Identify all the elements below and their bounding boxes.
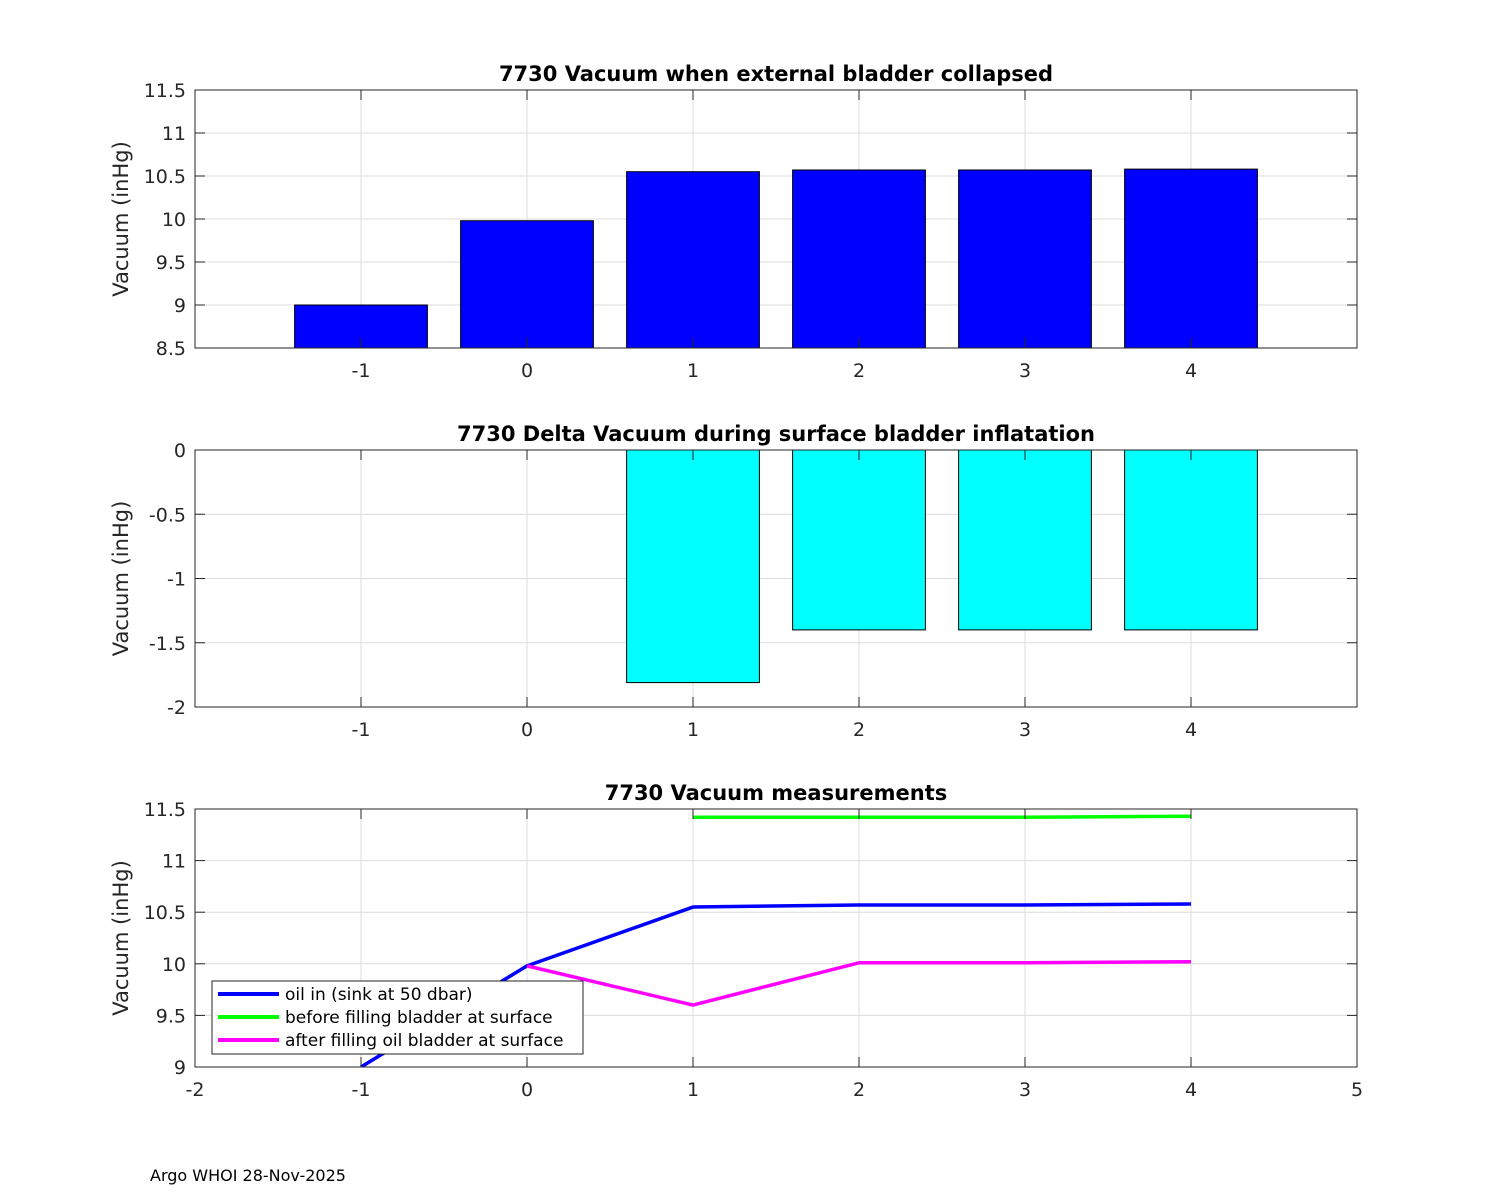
y-tick-label: 11.5 — [144, 799, 186, 821]
bar — [626, 449, 760, 684]
bar — [1124, 449, 1258, 631]
x-tick-label: 3 — [1019, 360, 1031, 382]
y-axis-label: Vacuum (inHg) — [109, 501, 133, 657]
bar — [792, 449, 926, 631]
chart-title: 7730 Vacuum when external bladder collap… — [499, 62, 1053, 86]
chart-1: -1 0 1 2 3 4 8.5 9 9.5 10 10.5 11 11.5 7730 Vacuum wh… — [109, 62, 1358, 382]
legend: oil in (sink at 50 dbar) before filling b… — [211, 980, 584, 1055]
y-tick-label: 10.5 — [144, 166, 186, 188]
chart-title: 7730 Delta Vacuum during surface bladder… — [457, 422, 1095, 446]
legend-label: after filling oil bladder at surface — [285, 1031, 563, 1051]
y-axis-label: Vacuum (inHg) — [109, 860, 133, 1016]
y-tick-label: 9.5 — [156, 1005, 186, 1027]
y-tick-label: 11 — [162, 123, 186, 145]
x-tick-label: -2 — [186, 1079, 205, 1101]
y-tick-label: 9 — [174, 295, 186, 317]
bar — [460, 220, 594, 349]
x-tick-label: 2 — [853, 719, 865, 741]
x-tick-label: 1 — [687, 360, 699, 382]
chart-title: 7730 Vacuum measurements — [605, 781, 948, 805]
x-tick-label: 0 — [521, 719, 533, 741]
y-tick-label: 9 — [174, 1057, 186, 1079]
y-tick-label: -1 — [167, 569, 186, 591]
x-tick-label: -1 — [352, 719, 371, 741]
x-tick-label: -1 — [352, 360, 371, 382]
x-tick-label: 0 — [521, 360, 533, 382]
chart-2: -1 0 1 2 3 4 -2 -1.5 -1 -0.5 0 7730 Delta Vacuum du… — [109, 422, 1358, 741]
axes-box — [194, 808, 1358, 1068]
x-tick-label: 4 — [1185, 360, 1197, 382]
y-tick-label: -1.5 — [149, 633, 186, 655]
legend-label: before filling bladder at surface — [285, 1008, 553, 1028]
y-axis-label: Vacuum (inHg) — [109, 141, 133, 297]
x-tick-label: 4 — [1185, 719, 1197, 741]
x-tick-label: 3 — [1019, 1079, 1031, 1101]
series-line-2 — [693, 814, 1192, 820]
y-tick-label: 10 — [162, 954, 186, 976]
y-tick-label: 10 — [162, 209, 186, 231]
y-tick-label: 11.5 — [144, 80, 186, 102]
x-tick-label: -1 — [352, 1079, 371, 1101]
x-tick-label: 3 — [1019, 719, 1031, 741]
x-tick-label: 1 — [687, 1079, 699, 1101]
y-tick-label: -0.5 — [149, 504, 186, 526]
bar — [1124, 168, 1258, 349]
bar — [626, 171, 760, 349]
x-tick-label: 2 — [853, 360, 865, 382]
chart-3: -2 -1 0 1 2 3 4 5 9 9.5 10 10.5 11 11.5 7730 Vacuum me… — [109, 781, 1363, 1101]
bar — [958, 449, 1092, 631]
y-tick-label: 10.5 — [144, 902, 186, 924]
x-tick-label: 1 — [687, 719, 699, 741]
x-tick-label: 5 — [1351, 1079, 1363, 1101]
x-tick-label: 0 — [521, 1079, 533, 1101]
x-tick-label: 4 — [1185, 1079, 1197, 1101]
series-line-3 — [526, 959, 1192, 1007]
y-tick-label: 8.5 — [156, 338, 186, 360]
footer-text: Argo WHOI 28-Nov-2025 — [150, 1166, 346, 1185]
y-tick-label: -2 — [167, 697, 186, 719]
legend-label: oil in (sink at 50 dbar) — [285, 985, 473, 1005]
y-tick-label: 9.5 — [156, 252, 186, 274]
bar — [792, 169, 926, 349]
y-tick-label: 11 — [162, 851, 186, 873]
bar — [958, 169, 1092, 349]
y-tick-label: 0 — [174, 440, 186, 462]
x-tick-label: 2 — [853, 1079, 865, 1101]
